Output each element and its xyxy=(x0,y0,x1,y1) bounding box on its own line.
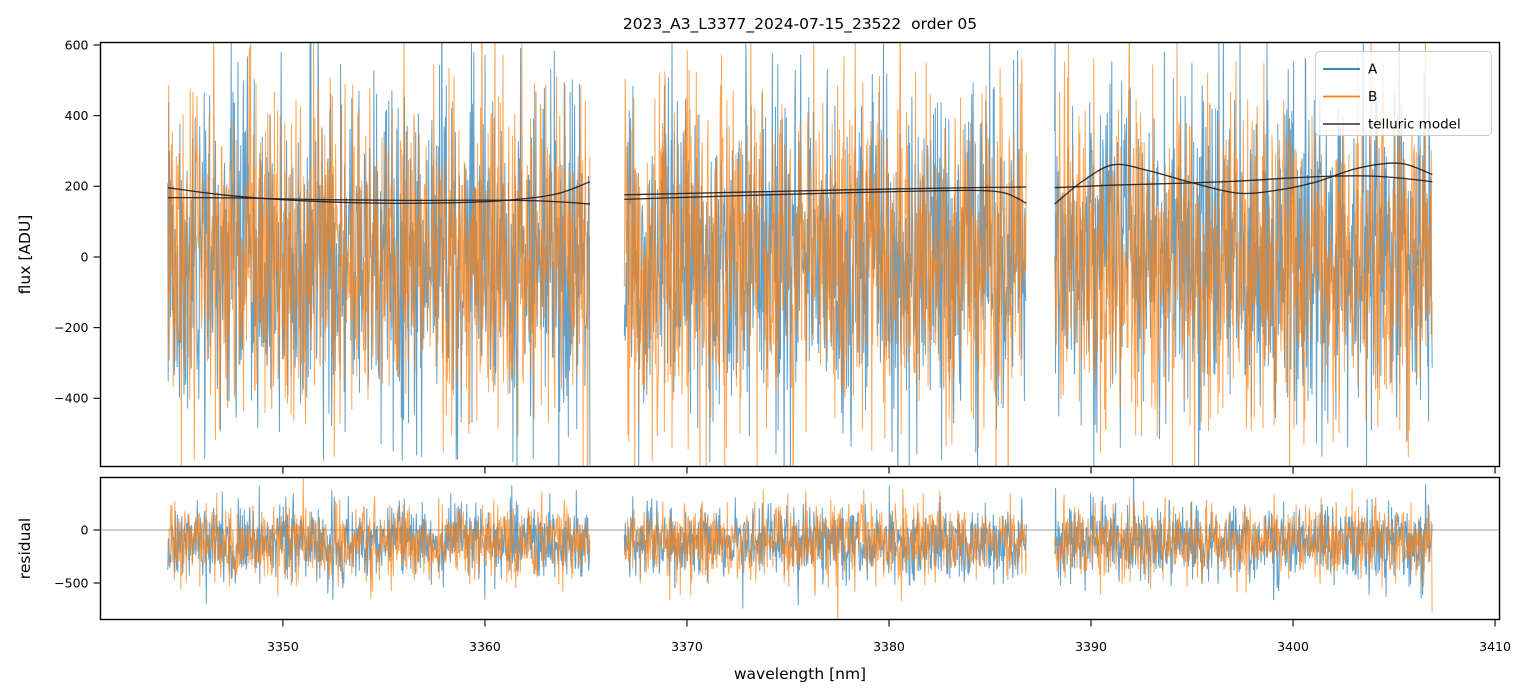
residual-y-axis-label: residual xyxy=(16,518,34,579)
legend-box xyxy=(1315,51,1492,136)
y-tick-label: 200 xyxy=(65,179,89,194)
residual-data-layer xyxy=(167,477,1433,620)
y-tick-label: −200 xyxy=(54,320,88,335)
plot-title: 2023_A3_L3377_2024-07-15_23522 order 05 xyxy=(623,15,977,34)
y-tick-label: −500 xyxy=(54,575,88,590)
series-A-residual-line xyxy=(623,485,1027,609)
legend-label-a: A xyxy=(1368,62,1378,78)
x-tick-label: 3370 xyxy=(671,639,703,654)
x-tick-label: 3360 xyxy=(469,639,501,654)
series-A-residual-line xyxy=(167,484,591,604)
legend: A B telluric model xyxy=(1315,51,1492,136)
legend-entry-b: B xyxy=(1323,89,1377,105)
flux-y-axis-label: flux [ADU] xyxy=(16,215,34,295)
series-B-flux-line xyxy=(1054,42,1433,467)
telluric-model-curve-2 xyxy=(167,196,591,205)
axes-ticks-layer: 3350 3360 3370 3380 3390 3400 3410 600 400 200 0 −2… xyxy=(54,37,1511,654)
y-tick-label: 400 xyxy=(65,108,89,123)
series-B-flux-line xyxy=(167,42,591,467)
series-A-flux-line xyxy=(1054,42,1433,467)
legend-label-b: B xyxy=(1368,89,1377,105)
x-tick-label: 3410 xyxy=(1479,639,1511,654)
y-tick-label: −400 xyxy=(54,391,88,406)
flux-data-layer xyxy=(167,42,1433,467)
x-tick-label: 3400 xyxy=(1277,639,1309,654)
x-tick-label: 3380 xyxy=(873,639,905,654)
telluric-model-curve-1 xyxy=(1054,162,1433,205)
legend-entry-telluric-model: telluric model xyxy=(1323,117,1461,133)
series-B-residual-line xyxy=(1054,489,1433,613)
series-B-residual-line xyxy=(167,477,591,600)
telluric-model-curve-2 xyxy=(1054,175,1433,189)
legend-label-telluric-model: telluric model xyxy=(1368,117,1461,133)
x-tick-label: 3390 xyxy=(1075,639,1107,654)
series-B-residual-line xyxy=(623,488,1027,620)
flux-axes-frame xyxy=(99,41,1501,468)
y-tick-label: 0 xyxy=(81,249,89,264)
x-axis-label: wavelength [nm] xyxy=(734,665,866,683)
telluric-model-curve-2 xyxy=(624,189,1027,204)
y-tick-label: 600 xyxy=(65,37,89,52)
y-tick-label: 0 xyxy=(81,522,89,537)
x-tick-label: 3350 xyxy=(267,639,299,654)
telluric-model-curve-1 xyxy=(624,186,1027,196)
legend-entry-a: A xyxy=(1323,62,1378,78)
residual-axes-frame xyxy=(99,476,1501,621)
series-B-flux-line xyxy=(623,42,1027,467)
telluric-model-curve-1 xyxy=(167,181,591,204)
